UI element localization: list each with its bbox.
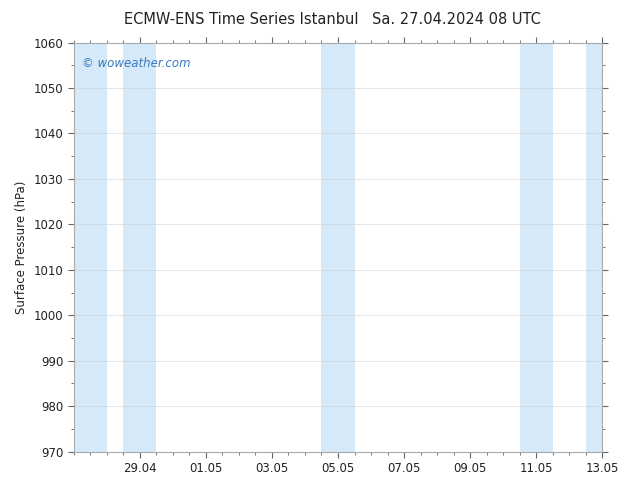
Bar	[520, 43, 553, 452]
Bar	[321, 43, 354, 452]
Text: Sa. 27.04.2024 08 UTC: Sa. 27.04.2024 08 UTC	[372, 12, 541, 27]
Bar	[74, 43, 107, 452]
Text: © woweather.com: © woweather.com	[82, 57, 190, 70]
Text: ECMW-ENS Time Series Istanbul: ECMW-ENS Time Series Istanbul	[124, 12, 358, 27]
Bar	[123, 43, 157, 452]
Y-axis label: Surface Pressure (hPa): Surface Pressure (hPa)	[15, 180, 28, 314]
Bar	[586, 43, 602, 452]
